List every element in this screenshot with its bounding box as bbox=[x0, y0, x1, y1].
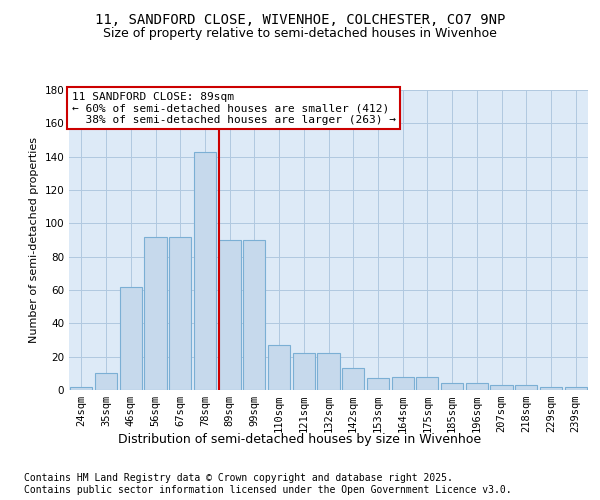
Bar bbox=[490, 385, 512, 390]
Text: Contains HM Land Registry data © Crown copyright and database right 2025.
Contai: Contains HM Land Registry data © Crown c… bbox=[24, 474, 512, 495]
Bar bbox=[95, 374, 117, 390]
Bar bbox=[466, 384, 488, 390]
Bar bbox=[367, 378, 389, 390]
Bar bbox=[218, 240, 241, 390]
Bar bbox=[441, 384, 463, 390]
Bar bbox=[169, 236, 191, 390]
Text: Size of property relative to semi-detached houses in Wivenhoe: Size of property relative to semi-detach… bbox=[103, 28, 497, 40]
Bar bbox=[416, 376, 439, 390]
Bar bbox=[565, 386, 587, 390]
Bar bbox=[194, 152, 216, 390]
Bar bbox=[515, 385, 538, 390]
Bar bbox=[293, 354, 315, 390]
Text: 11, SANDFORD CLOSE, WIVENHOE, COLCHESTER, CO7 9NP: 11, SANDFORD CLOSE, WIVENHOE, COLCHESTER… bbox=[95, 12, 505, 26]
Y-axis label: Number of semi-detached properties: Number of semi-detached properties bbox=[29, 137, 39, 343]
Bar bbox=[70, 386, 92, 390]
Text: 11 SANDFORD CLOSE: 89sqm
← 60% of semi-detached houses are smaller (412)
  38% o: 11 SANDFORD CLOSE: 89sqm ← 60% of semi-d… bbox=[71, 92, 395, 124]
Text: Distribution of semi-detached houses by size in Wivenhoe: Distribution of semi-detached houses by … bbox=[118, 432, 482, 446]
Bar bbox=[119, 286, 142, 390]
Bar bbox=[342, 368, 364, 390]
Bar bbox=[243, 240, 265, 390]
Bar bbox=[268, 345, 290, 390]
Bar bbox=[392, 376, 414, 390]
Bar bbox=[317, 354, 340, 390]
Bar bbox=[145, 236, 167, 390]
Bar bbox=[540, 386, 562, 390]
